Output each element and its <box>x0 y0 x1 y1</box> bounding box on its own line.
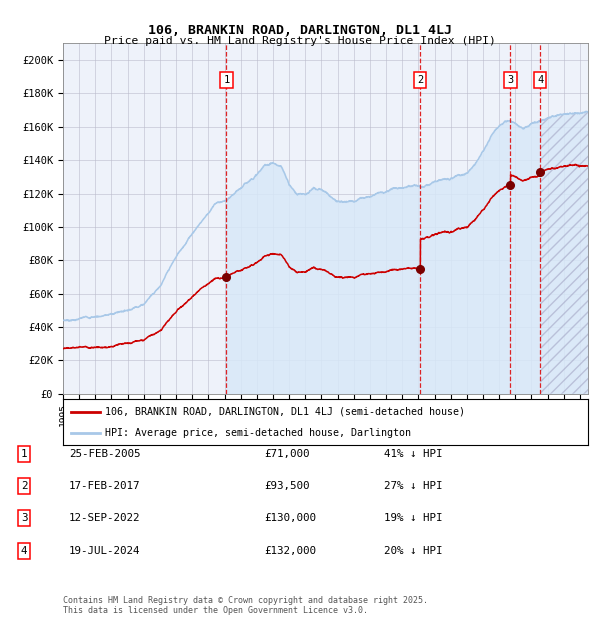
Text: 12-SEP-2022: 12-SEP-2022 <box>69 513 140 523</box>
Text: 2: 2 <box>417 75 424 85</box>
Text: 4: 4 <box>21 546 27 556</box>
Text: 1: 1 <box>21 449 27 459</box>
Text: Contains HM Land Registry data © Crown copyright and database right 2025.
This d: Contains HM Land Registry data © Crown c… <box>63 596 428 615</box>
Text: 106, BRANKIN ROAD, DARLINGTON, DL1 4LJ: 106, BRANKIN ROAD, DARLINGTON, DL1 4LJ <box>148 24 452 37</box>
Text: 3: 3 <box>21 513 27 523</box>
Text: 2: 2 <box>21 481 27 491</box>
Text: 25-FEB-2005: 25-FEB-2005 <box>69 449 140 459</box>
Text: 17-FEB-2017: 17-FEB-2017 <box>69 481 140 491</box>
Text: £132,000: £132,000 <box>264 546 316 556</box>
Text: 20% ↓ HPI: 20% ↓ HPI <box>384 546 443 556</box>
Text: Price paid vs. HM Land Registry's House Price Index (HPI): Price paid vs. HM Land Registry's House … <box>104 36 496 46</box>
Text: £71,000: £71,000 <box>264 449 310 459</box>
Text: 19-JUL-2024: 19-JUL-2024 <box>69 546 140 556</box>
Text: £93,500: £93,500 <box>264 481 310 491</box>
Text: 106, BRANKIN ROAD, DARLINGTON, DL1 4LJ (semi-detached house): 106, BRANKIN ROAD, DARLINGTON, DL1 4LJ (… <box>105 407 465 417</box>
Text: 3: 3 <box>508 75 514 85</box>
Text: 1: 1 <box>223 75 230 85</box>
Text: HPI: Average price, semi-detached house, Darlington: HPI: Average price, semi-detached house,… <box>105 428 411 438</box>
Text: 4: 4 <box>537 75 544 85</box>
Text: 41% ↓ HPI: 41% ↓ HPI <box>384 449 443 459</box>
Text: 19% ↓ HPI: 19% ↓ HPI <box>384 513 443 523</box>
Text: 27% ↓ HPI: 27% ↓ HPI <box>384 481 443 491</box>
Text: £130,000: £130,000 <box>264 513 316 523</box>
